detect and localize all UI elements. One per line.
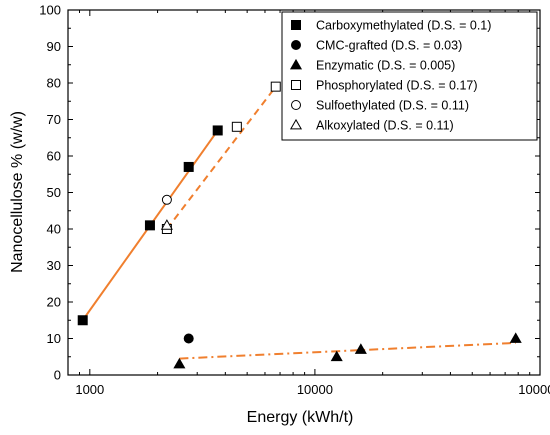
data-point-triangle-filled [330, 350, 343, 362]
data-point-triangle-filled [173, 357, 186, 369]
legend-marker-circle-filled [291, 40, 301, 50]
data-point-triangle-filled [354, 343, 367, 354]
legend-marker-circle-open [291, 100, 301, 110]
data-point-square-filled [144, 220, 155, 231]
legend-label: Phosphorylated (D.S. = 0.17) [316, 79, 478, 93]
data-point-square-filled [183, 161, 194, 172]
y-tick-label: 10 [47, 331, 61, 346]
x-tick-label: 1000 [75, 382, 104, 397]
legend-label: CMC-grafted (D.S. = 0.03) [316, 39, 462, 53]
data-point-circle-open [161, 194, 172, 205]
y-tick-label: 70 [47, 112, 61, 127]
y-tick-label: 0 [54, 368, 61, 383]
data-point-square-filled [212, 125, 223, 136]
y-tick-label: 20 [47, 295, 61, 310]
x-axis-title: Energy (kWh/t) [247, 409, 354, 426]
data-point-triangle-filled [509, 332, 522, 343]
legend-label: Enzymatic (D.S. = 0.005) [316, 59, 455, 73]
legend-box [281, 11, 538, 141]
y-tick-label: 100 [39, 3, 61, 18]
x-tick-label: 100000 [518, 382, 550, 397]
y-tick-label: 30 [47, 258, 61, 273]
y-tick-label: 80 [47, 76, 61, 91]
data-point-square-open [270, 81, 281, 92]
y-tick-label: 60 [47, 149, 61, 164]
trendline-dashed [166, 86, 277, 230]
legend-label: Carboxymethylated (D.S. = 0.1) [316, 19, 491, 33]
y-tick-label: 40 [47, 222, 61, 237]
x-axis-ticks: 1000 10000 100000 [67, 10, 550, 397]
legend-marker-square-filled [291, 20, 301, 30]
legend-label: Alkoxylated (D.S. = 0.11) [316, 119, 454, 133]
legend-label: Sulfoethylated (D.S. = 0.11) [316, 99, 469, 113]
y-tick-label: 90 [47, 39, 61, 54]
trendline-dashdot [179, 341, 516, 360]
data-point-triangle-open [160, 219, 173, 230]
y-axis-ticks: 0 10 20 30 40 50 60 70 80 90 100 [39, 3, 540, 383]
y-tick-label: 50 [47, 185, 61, 200]
y-axis-title: Nanocellulose % (w/w) [9, 111, 26, 273]
data-point-square-open [231, 121, 242, 132]
legend-marker-triangle-open [289, 118, 303, 130]
x-tick-label: 10000 [297, 382, 333, 397]
legend-marker-square-open [291, 80, 301, 90]
data-point-square-filled [77, 315, 88, 326]
data-points [77, 81, 522, 369]
legend-marker-triangle-filled [289, 58, 303, 70]
data-point-circle-filled [183, 333, 194, 344]
legend: Carboxymethylated (D.S. = 0.1) CMC-grafte… [281, 11, 538, 141]
